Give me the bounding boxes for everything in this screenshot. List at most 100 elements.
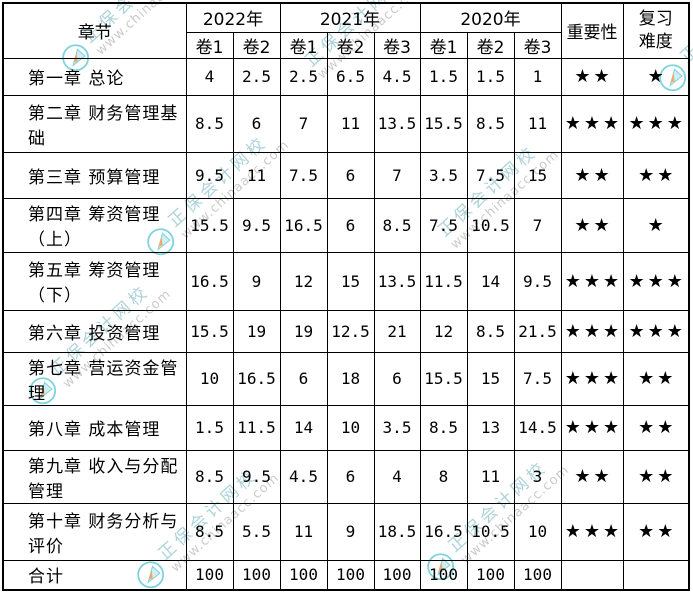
score-cell: 9 [232,251,281,311]
chapter-cell: 第九章 收入与分配管理 [2,449,187,504]
importance-stars: ★★ [560,151,624,199]
score-cell: 6 [326,151,375,199]
col-header-2022-paper2: 卷2 [232,31,281,59]
difficulty-stars: ★★ [622,351,690,406]
col-header-2021-paper3: 卷3 [373,31,421,59]
col-header-2020-paper1: 卷1 [419,31,468,59]
chapter-cell: 第一章 总论 [2,57,187,96]
table-row: 第一章 总论 4 2.5 2.5 6.5 4.5 1.5 1.5 1 ★★ ★ [2,57,690,96]
score-cell: 15 [513,151,562,199]
difficulty-stars: ★★★ [622,94,690,153]
score-cell: 21 [373,309,421,353]
score-cell: 9.5 [513,251,562,311]
score-cell: 15.5 [185,309,234,353]
table-row: 第九章 收入与分配管理 8.5 9.5 4.5 6 4 8 11 3 ★★ ★★ [2,449,690,504]
score-cell: 11 [326,94,375,153]
col-header-2021-paper2: 卷2 [326,31,375,59]
score-cell: 10.5 [466,502,515,561]
score-cell: 7.5 [419,197,468,253]
col-header-difficulty: 复习 难度 [622,2,690,59]
score-cell: 4.5 [279,449,328,504]
score-cell: 8.5 [185,502,234,561]
score-cell: 14.5 [513,404,562,451]
score-cell: 15 [326,251,375,311]
total-score-cell: 100 [513,559,562,591]
total-importance-cell [560,559,624,591]
score-cell: 11.5 [232,404,281,451]
score-cell: 13.5 [373,251,421,311]
score-cell: 1.5 [419,57,468,96]
score-cell: 10 [326,404,375,451]
score-cell: 6 [326,197,375,253]
importance-stars: ★★★ [560,502,624,561]
total-score-cell: 100 [419,559,468,591]
score-cell: 13 [466,404,515,451]
score-cell: 1.5 [185,404,234,451]
score-cell: 7 [513,197,562,253]
score-cell: 10 [513,502,562,561]
col-header-2021-paper1: 卷1 [279,31,328,59]
col-header-2020-paper3: 卷3 [513,31,562,59]
score-cell: 19 [232,309,281,353]
score-cell: 18 [326,351,375,406]
score-cell: 7.5 [279,151,328,199]
score-cell: 7.5 [466,151,515,199]
col-header-2020: 2020年 [419,2,562,33]
difficulty-stars: ★ [622,57,690,96]
difficulty-stars: ★ [622,197,690,253]
chapter-cell: 第十章 财务分析与评价 [2,502,187,561]
score-cell: 3.5 [419,151,468,199]
score-table: 章节 2022年 2021年 2020年 重要性 复习 难度 卷1 卷2 卷1 … [2,2,690,591]
score-cell: 8.5 [419,404,468,451]
score-cell: 8.5 [185,449,234,504]
importance-stars: ★★★ [560,404,624,451]
score-cell: 7.5 [513,351,562,406]
score-cell: 14 [466,251,515,311]
total-difficulty-cell [622,559,690,591]
difficulty-stars: ★★ [622,151,690,199]
score-cell: 12 [279,251,328,311]
score-cell: 11 [513,94,562,153]
score-cell: 4 [185,57,234,96]
importance-stars: ★★★ [560,351,624,406]
score-cell: 6 [326,449,375,504]
score-cell: 2.5 [279,57,328,96]
total-row: 合计 100 100 100 100 100 100 100 100 [2,559,690,591]
score-cell: 7 [279,94,328,153]
importance-stars: ★★★ [560,94,624,153]
col-header-2021: 2021年 [279,2,421,33]
score-cell: 9 [326,502,375,561]
score-cell: 8.5 [185,94,234,153]
importance-stars: ★★ [560,449,624,504]
chapter-cell: 第七章 营运资金管理 [2,351,187,406]
importance-stars: ★★★ [560,251,624,311]
table-row: 第三章 预算管理 9.5 11 7.5 6 7 3.5 7.5 15 ★★ ★★ [2,151,690,199]
score-cell: 1.5 [466,57,515,96]
score-cell: 21.5 [513,309,562,353]
score-cell: 9.5 [232,197,281,253]
score-cell: 1 [513,57,562,96]
score-cell: 8.5 [466,94,515,153]
chapter-cell: 第四章 筹资管理（上） [2,197,187,253]
importance-stars: ★★★ [560,309,624,353]
score-cell: 11 [279,502,328,561]
chapter-cell: 第六章 投资管理 [2,309,187,353]
score-cell: 6.5 [326,57,375,96]
difficulty-stars: ★★★ [622,251,690,311]
score-cell: 15 [466,351,515,406]
difficulty-stars: ★★ [622,449,690,504]
score-cell: 5.5 [232,502,281,561]
score-cell: 6 [373,351,421,406]
score-cell: 12 [419,309,468,353]
difficulty-stars: ★★ [622,502,690,561]
col-header-2022: 2022年 [185,2,281,33]
score-cell: 12.5 [326,309,375,353]
total-score-cell: 100 [373,559,421,591]
chapter-cell: 第三章 预算管理 [2,151,187,199]
table-row: 第七章 营运资金管理 10 16.5 6 18 6 15.5 15 7.5 ★★★ ★★ [2,351,690,406]
score-cell: 15.5 [419,351,468,406]
score-cell: 6 [232,94,281,153]
score-cell: 11.5 [419,251,468,311]
score-cell: 8.5 [373,197,421,253]
total-score-cell: 100 [279,559,328,591]
